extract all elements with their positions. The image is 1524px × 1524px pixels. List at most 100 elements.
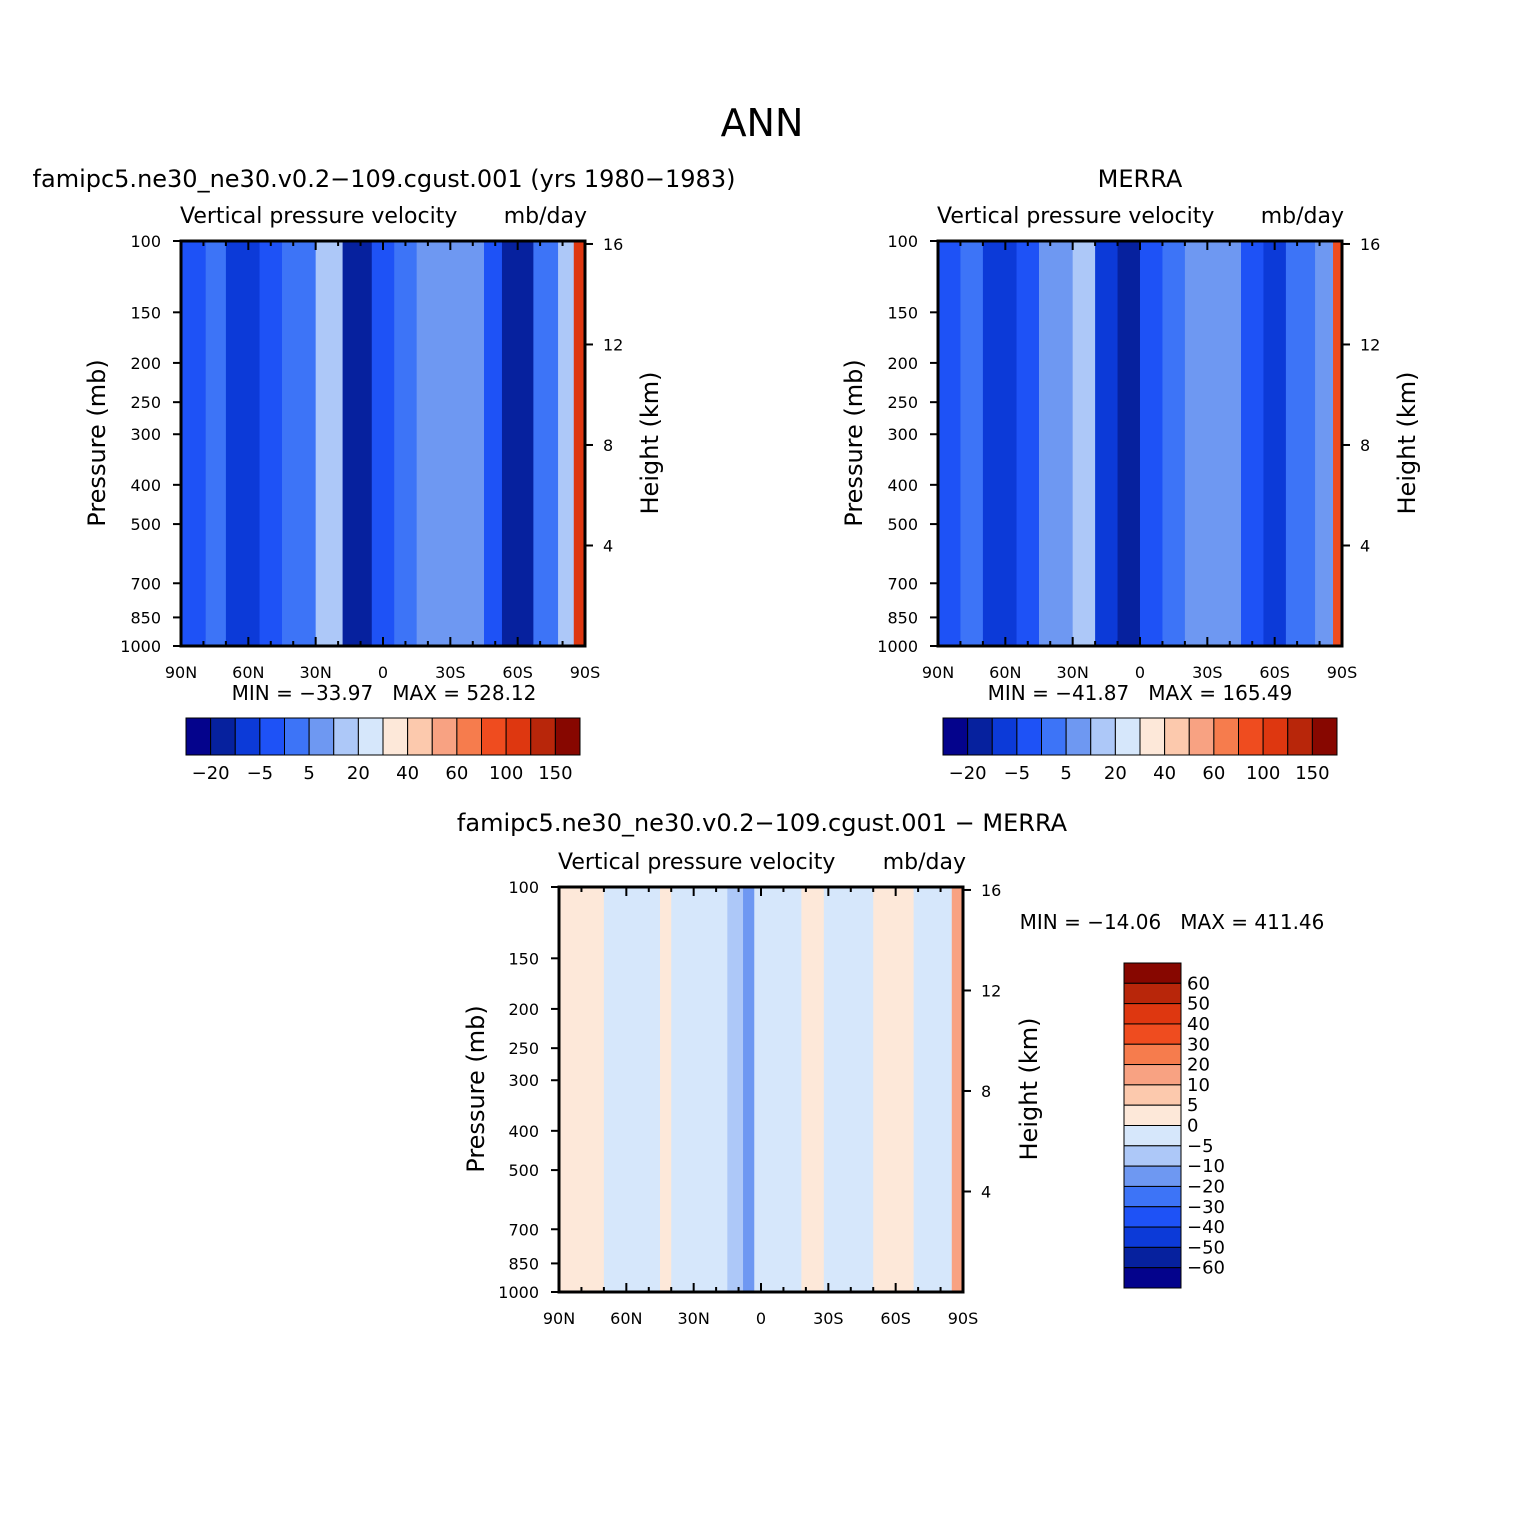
panel-2-band (960, 241, 984, 646)
panel-1-colorbar-box (308, 717, 335, 756)
panel-1-colorbar-box (185, 717, 212, 756)
panel-2-y-tick-label: 850 (887, 608, 918, 627)
panel-1-band (342, 241, 373, 646)
panel-3-units: mb/day (883, 850, 966, 875)
panel-2-x-tick-label: 30N (1057, 663, 1089, 682)
panel-3-colorbar-box (1123, 1226, 1182, 1248)
panel-2-colorbar-box (1114, 717, 1141, 756)
panel-2-band (1241, 241, 1265, 646)
panel-2-colorbar-box (1016, 717, 1042, 756)
panel-1-colorbar-box (284, 717, 310, 756)
panel-3-y-tick-label: 100 (508, 878, 539, 897)
panel-2-y-tick-label: 300 (887, 425, 918, 444)
panel-3-y-tick-label: 150 (508, 949, 539, 968)
panel-1-ylabel: Pressure (mb) (83, 359, 111, 526)
panel-3-colorbar-box (1123, 1003, 1182, 1025)
panel-2-band (1095, 241, 1119, 646)
panel-2-ylabel-right: Height (km) (1393, 372, 1421, 515)
panel-2-x-tick-label: 30S (1192, 663, 1223, 682)
panel-1-band (394, 241, 418, 646)
panel-1-colorbar-box (554, 717, 581, 756)
panel-3-variable: Vertical pressure velocity (558, 850, 835, 875)
panel-2-ylabel: Pressure (mb) (840, 359, 868, 526)
panel-1-x-tick-label: 0 (378, 663, 388, 682)
panel-3-x-tick-label: 60S (880, 1309, 911, 1328)
panel-3-y-tick-label: 1000 (498, 1283, 539, 1302)
panel-2-band (1263, 241, 1287, 646)
panel-3-colorbar-box (1123, 1043, 1182, 1066)
panel-3-colorbar-label: 10 (1187, 1075, 1210, 1096)
panel-3-band (671, 887, 728, 1292)
panel-2-y2-tick-label: 12 (1360, 335, 1380, 354)
panel-1-colorbar-box (407, 717, 433, 756)
panel-1-colorbar-label: −5 (247, 763, 274, 784)
panel-1-title: famipc5.ne30_ne30.v0.2−109.cgust.001 (yr… (33, 165, 736, 193)
panel-2-colorbar-box (1287, 717, 1313, 756)
panel-2-band (982, 241, 1018, 646)
panel-2-colorbar-box (991, 717, 1018, 756)
panel-2-colorbar-box (1262, 717, 1289, 756)
panel-3-ylabel-right: Height (km) (1015, 1018, 1043, 1161)
panel-3-colorbar-box (1123, 1084, 1182, 1106)
panel-2-x-tick-label: 60N (989, 663, 1021, 682)
panel-1-x-tick-label: 60N (232, 663, 264, 682)
panel-2-colorbar-box (1311, 717, 1338, 756)
panel-3-colorbar-box (1123, 1267, 1182, 1289)
figure-title: ANN (721, 101, 804, 145)
panel-1-colorbar-box (431, 717, 458, 756)
panel-1-y-tick-label: 100 (130, 232, 161, 251)
panel-2-colorbar-box (1041, 717, 1067, 756)
panel-3-colorbar-box (1123, 1206, 1182, 1228)
panel-3-band (603, 887, 661, 1292)
panel-1-colorbar-box (505, 717, 532, 756)
panel-1-colorbar-box (456, 717, 482, 756)
panel-2-variable: Vertical pressure velocity (937, 204, 1214, 229)
panel-3-y-tick-label: 250 (508, 1039, 539, 1058)
panel-2-band (1315, 241, 1334, 646)
panel-1-colorbar-box (259, 717, 285, 756)
panel-2-title: MERRA (1098, 165, 1183, 193)
panel-2-band (1117, 241, 1141, 646)
panel-3-colorbar-label: −40 (1187, 1217, 1225, 1238)
panel-3-band (754, 887, 802, 1292)
panel-2-colorbar-box (1188, 717, 1215, 756)
panel-1-x-tick-label: 60S (502, 663, 533, 682)
panel-3-y2-tick-label: 4 (981, 1182, 991, 1201)
panel-2-y-tick-label: 1000 (877, 637, 918, 656)
panel-3-y2-tick-label: 12 (981, 981, 1001, 1000)
panel-3-y2-tick-label: 8 (981, 1082, 991, 1101)
panel-2-colorbar-box (1090, 717, 1116, 756)
panel-1-y-tick-label: 400 (130, 476, 161, 495)
panel-2-band (1162, 241, 1186, 646)
panel-1-band (573, 241, 586, 646)
panel-1-band (282, 241, 317, 646)
panel-3-band (660, 887, 672, 1292)
panel-3-ylabel: Pressure (mb) (462, 1005, 490, 1172)
panel-2-colorbar-label: −5 (1004, 763, 1031, 784)
panel-1-colorbar-label: −20 (192, 763, 230, 784)
panel-2-band (1016, 241, 1040, 646)
panel-3-colorbar-label: −60 (1187, 1258, 1225, 1279)
panel-2-colorbar-box (1238, 717, 1264, 756)
panel-3-y-tick-label: 500 (508, 1161, 539, 1180)
panel-1-colorbar-label: 40 (396, 763, 419, 784)
panel-2-y-tick-label: 400 (887, 476, 918, 495)
panel-3-colorbar-label: 60 (1187, 973, 1210, 994)
chart-layer: 90N 60N 30N 0 30S 60S 90S100150200250300400500… (120, 232, 1380, 1328)
panel-3-x-tick-label: 90S (948, 1309, 979, 1328)
panel-1-band (558, 241, 575, 646)
panel-3-band (913, 887, 953, 1292)
panel-2-band (1333, 241, 1343, 646)
panel-3-colorbar-label: −20 (1187, 1176, 1225, 1197)
panel-1-y-tick-label: 850 (130, 608, 161, 627)
panel-3-colorbar-box (1123, 1125, 1182, 1147)
panel-3-colorbar-box (1123, 1145, 1182, 1167)
panel-3-colorbar-box (1123, 1064, 1182, 1086)
panel-3-y-tick-label: 700 (508, 1220, 539, 1239)
panel-3-colorbar-label: 20 (1187, 1055, 1210, 1076)
panel-3-y-tick-label: 850 (508, 1254, 539, 1273)
panel-3-colorbar-box (1123, 1165, 1182, 1187)
panel-1-band (225, 241, 261, 646)
panel-1-band (533, 241, 559, 646)
panel-1-colorbar-box (530, 717, 556, 756)
